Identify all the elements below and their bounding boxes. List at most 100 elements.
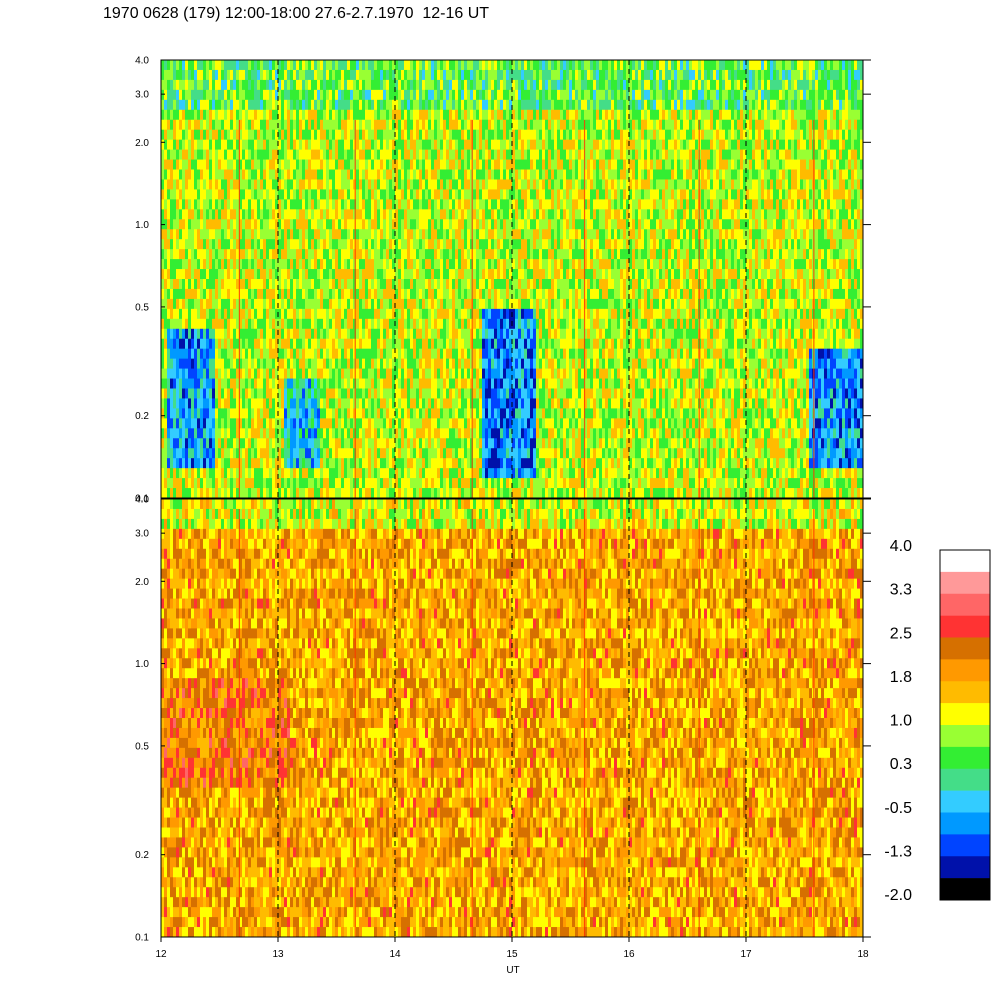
heatmap-cell	[359, 189, 363, 200]
heatmap-cell	[479, 119, 483, 131]
heatmap-cell	[161, 418, 165, 429]
heatmap-cell	[272, 239, 276, 250]
heatmap-cell	[389, 398, 393, 409]
heatmap-cell	[491, 418, 495, 429]
heatmap-cell	[425, 388, 429, 399]
heatmap-cell	[500, 239, 504, 250]
heatmap-cell	[200, 378, 204, 389]
heatmap-cell	[473, 229, 477, 240]
heatmap-cell	[281, 69, 285, 81]
heatmap-cell	[176, 79, 180, 91]
heatmap-cell	[266, 279, 270, 290]
heatmap-cell	[359, 219, 363, 230]
heatmap-cell	[260, 209, 264, 220]
heatmap-cell	[374, 458, 378, 469]
heatmap-cell	[275, 468, 279, 479]
heatmap-cell	[233, 89, 237, 101]
heatmap-cell	[407, 139, 411, 150]
heatmap-cell	[356, 209, 360, 220]
heatmap-cell	[449, 199, 453, 210]
heatmap-cell	[338, 298, 342, 310]
heatmap-cell	[227, 109, 231, 121]
heatmap-cell	[278, 279, 282, 290]
heatmap-cell	[320, 468, 324, 479]
heatmap-cell	[263, 239, 267, 250]
heatmap-cell	[224, 109, 228, 121]
heatmap-cell	[311, 79, 315, 91]
heatmap-cell	[494, 358, 498, 369]
heatmap-cell	[200, 219, 204, 230]
heatmap-cell	[347, 378, 351, 389]
heatmap-cell	[194, 129, 198, 141]
heatmap-cell	[305, 348, 309, 360]
heatmap-cell	[473, 139, 477, 150]
heatmap-cell	[479, 249, 483, 260]
heatmap-cell	[281, 139, 285, 150]
heatmap-cell	[383, 149, 387, 160]
heatmap-cell	[437, 99, 441, 111]
heatmap-cell	[200, 179, 204, 190]
heatmap-cell	[383, 129, 387, 141]
heatmap-cell	[428, 368, 432, 379]
heatmap-cell	[236, 239, 240, 250]
heatmap-cell	[296, 368, 300, 379]
heatmap-cell	[365, 468, 369, 479]
heatmap-cell	[386, 139, 390, 150]
heatmap-cell	[368, 269, 372, 280]
heatmap-cell	[239, 189, 243, 200]
heatmap-cell	[302, 269, 306, 280]
heatmap-cell	[239, 338, 243, 350]
heatmap-cell	[242, 488, 246, 498]
heatmap-cell	[218, 328, 222, 340]
heatmap-cell	[161, 388, 165, 399]
heatmap-cell	[230, 458, 234, 469]
heatmap-cell	[299, 448, 303, 459]
heatmap-cell	[473, 488, 477, 498]
heatmap-cell	[395, 348, 399, 360]
heatmap-cell	[209, 488, 213, 498]
heatmap-cell	[500, 269, 504, 280]
heatmap-cell	[206, 269, 210, 280]
heatmap-cell	[326, 129, 330, 141]
heatmap-cell	[338, 219, 342, 230]
heatmap-cell	[299, 99, 303, 111]
heatmap-cell	[482, 279, 486, 290]
heatmap-cell	[422, 249, 426, 260]
heatmap-cell	[434, 189, 438, 200]
heatmap-cell	[359, 288, 363, 300]
heatmap-cell	[314, 478, 318, 489]
heatmap-cell	[389, 89, 393, 101]
heatmap-cell	[329, 408, 333, 419]
heatmap-cell	[410, 79, 414, 91]
heatmap-cell	[377, 119, 381, 131]
heatmap-cell	[269, 139, 273, 150]
heatmap-cell	[251, 179, 255, 190]
heatmap-cell	[308, 398, 312, 409]
heatmap-cell	[479, 458, 483, 469]
heatmap-cell	[365, 279, 369, 290]
heatmap-cell	[494, 239, 498, 250]
heatmap-cell	[239, 468, 243, 479]
heatmap-cell	[194, 468, 198, 479]
heatmap-cell	[338, 418, 342, 429]
heatmap-cell	[392, 378, 396, 389]
heatmap-cell	[488, 318, 492, 330]
heatmap-cell	[233, 418, 237, 429]
heatmap-cell	[392, 269, 396, 280]
heatmap-cell	[401, 318, 405, 330]
heatmap-cell	[368, 428, 372, 439]
heatmap-cell	[419, 438, 423, 449]
heatmap-cell	[440, 398, 444, 409]
heatmap-cell	[212, 318, 216, 330]
heatmap-cell	[227, 368, 231, 379]
heatmap-cell	[170, 129, 174, 141]
heatmap-cell	[482, 438, 486, 449]
heatmap-cell	[176, 448, 180, 459]
heatmap-cell	[200, 229, 204, 240]
heatmap-cell	[443, 388, 447, 399]
heatmap-cell	[392, 259, 396, 270]
heatmap-cell	[344, 199, 348, 210]
heatmap-cell	[467, 308, 471, 320]
heatmap-cell	[440, 219, 444, 230]
heatmap-cell	[446, 398, 450, 409]
